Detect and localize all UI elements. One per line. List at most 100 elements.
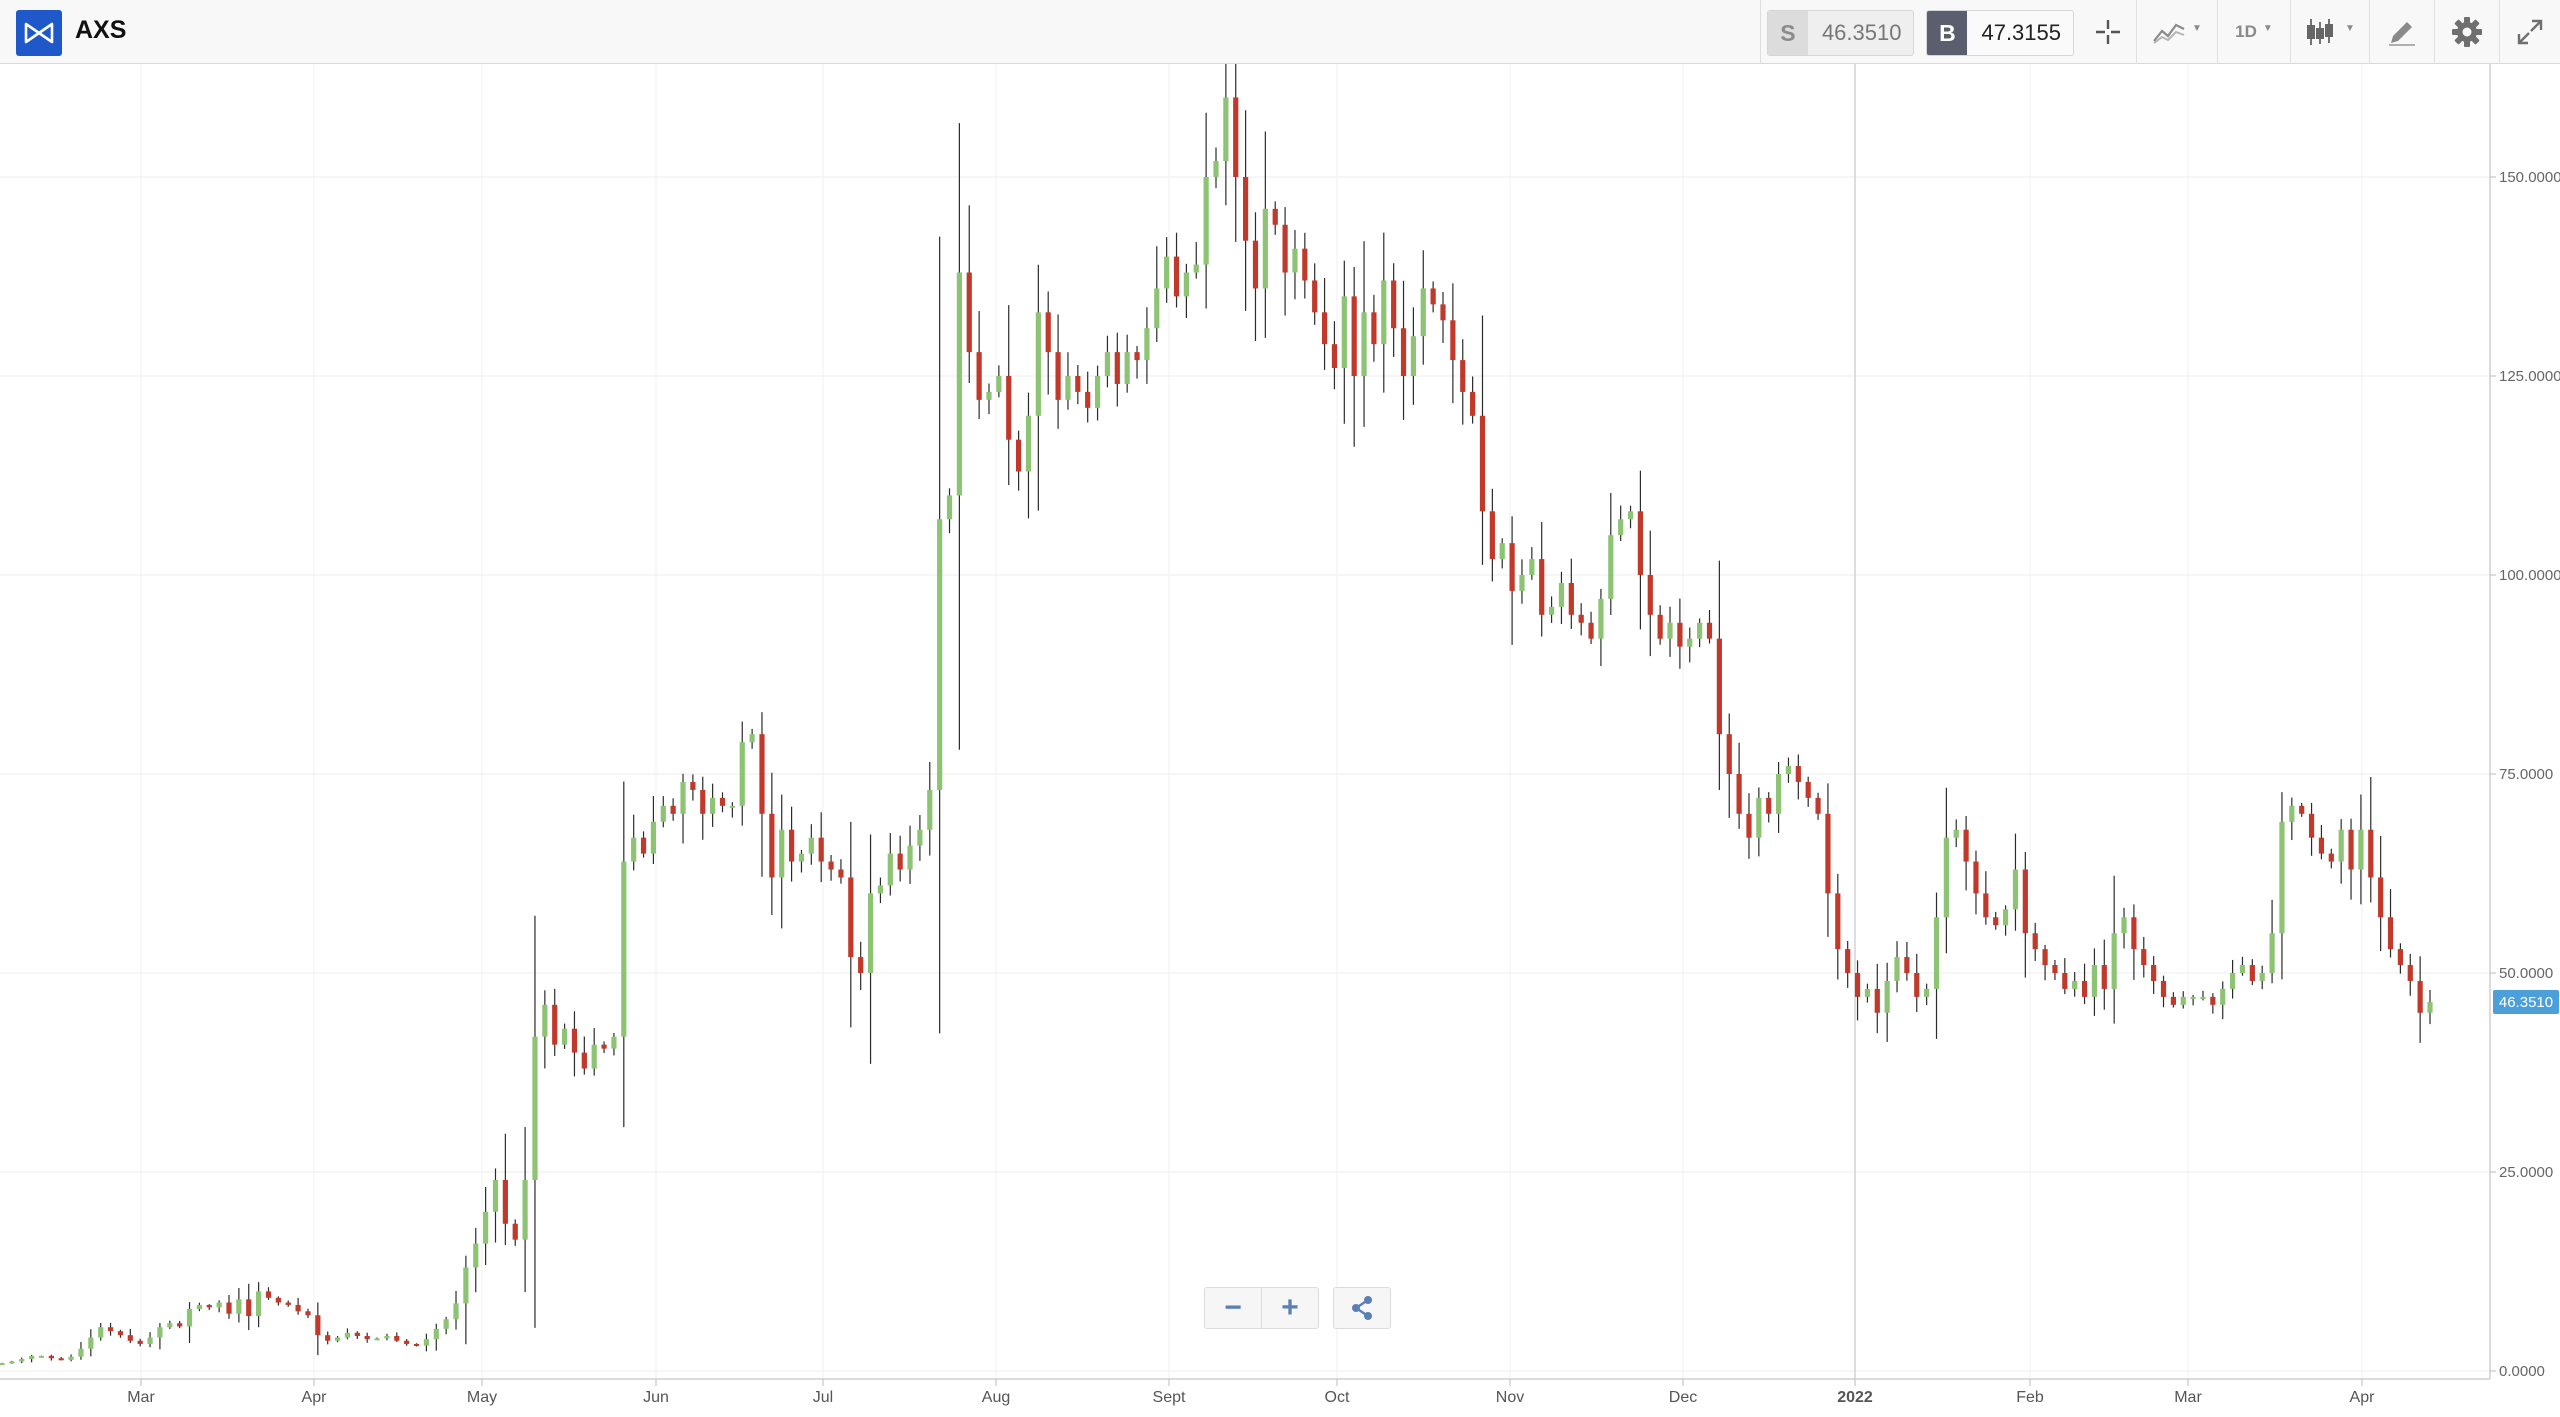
candle — [798, 849, 805, 873]
candle — [1953, 819, 1959, 848]
candle — [1716, 560, 1722, 790]
buy-label: B — [1927, 11, 1968, 55]
candle — [759, 712, 765, 877]
candle — [2091, 948, 2098, 1016]
share-button[interactable] — [1334, 1288, 1390, 1328]
candle — [1963, 815, 1969, 891]
candle — [1499, 538, 1505, 569]
candle — [2151, 956, 2157, 994]
y-tick-label: 25.0000 — [2499, 1164, 2553, 1181]
sell-button[interactable]: S 46.3510 — [1766, 10, 1915, 56]
buy-button[interactable]: B 47.3155 — [1926, 10, 2074, 56]
candle — [2338, 819, 2344, 884]
candle — [453, 1290, 459, 1330]
candle — [1144, 307, 1150, 384]
instrument-symbol: AXS — [75, 16, 127, 44]
candle — [1420, 250, 1426, 365]
candle — [1025, 392, 1032, 519]
candle — [1845, 940, 1851, 988]
candle — [1351, 267, 1357, 447]
x-tick-label: Sept — [1153, 1389, 1186, 1406]
settings-button[interactable] — [2435, 0, 2499, 64]
candle — [2348, 818, 2354, 900]
zoom-in-button[interactable]: + — [1261, 1288, 1318, 1328]
candle — [996, 365, 1002, 398]
price-chart[interactable]: 0.0000 25.0000 50.0000 75.0000 100.0000 125.0… — [0, 64, 2560, 1417]
timeframe-dropdown[interactable]: 1D ▼ — [2218, 0, 2290, 64]
candle — [1835, 873, 1841, 980]
candle — [2052, 959, 2058, 981]
candle — [2358, 794, 2364, 905]
candle — [1252, 212, 1259, 342]
candle — [186, 1302, 193, 1343]
fullscreen-button[interactable] — [2500, 0, 2560, 64]
candle — [788, 806, 795, 882]
crosshair-button[interactable] — [2080, 0, 2136, 64]
candle — [946, 488, 953, 534]
candle — [650, 795, 657, 865]
candle — [443, 1316, 449, 1335]
candle — [1746, 793, 1752, 859]
candle — [433, 1323, 439, 1351]
drawing-tools-button[interactable] — [2370, 0, 2434, 64]
candle — [107, 1322, 114, 1336]
candle — [1736, 742, 1742, 829]
candle — [265, 1287, 272, 1300]
candle — [1627, 505, 1634, 529]
candle — [1016, 430, 1022, 491]
candle — [937, 236, 943, 1034]
candle — [2170, 992, 2176, 1008]
candle — [68, 1354, 74, 1362]
zoom-out-button[interactable]: − — [1224, 1291, 1242, 1324]
x-tick-label: Feb — [2016, 1389, 2044, 1406]
candle — [2269, 899, 2275, 984]
share-icon — [1352, 1296, 1372, 1320]
candle — [29, 1354, 35, 1363]
candle — [1677, 598, 1683, 669]
candle — [206, 1304, 212, 1310]
candle — [404, 1339, 410, 1346]
candle — [1243, 110, 1249, 311]
candle — [216, 1300, 222, 1313]
candle — [739, 721, 745, 826]
price-tag-label: 46.3510 — [2499, 994, 2553, 1011]
candle — [808, 824, 814, 865]
zoom-controls: − + — [1204, 1287, 1391, 1329]
x-tick-label: Apr — [302, 1389, 328, 1406]
candle — [552, 988, 558, 1056]
candle — [1539, 521, 1545, 637]
candle — [157, 1323, 163, 1350]
candle — [463, 1255, 469, 1345]
candle — [1055, 314, 1061, 429]
y-tick-label: 125.0000 — [2499, 368, 2560, 385]
candle — [2299, 802, 2305, 817]
candle — [1973, 850, 1979, 915]
candle — [1203, 112, 1209, 309]
compare-chart-button[interactable]: ▼ — [2137, 0, 2217, 64]
candle — [887, 833, 893, 896]
candle — [907, 825, 913, 884]
candle — [867, 834, 874, 1064]
candle — [78, 1341, 84, 1360]
candle — [621, 781, 627, 1128]
candle — [1519, 559, 1525, 604]
candle — [1065, 352, 1071, 410]
candle — [1775, 762, 1782, 833]
candle — [2368, 776, 2374, 903]
price-axis: 0.0000 25.0000 50.0000 75.0000 100.0000 125.0… — [2489, 64, 2560, 1380]
candle — [19, 1357, 25, 1364]
candle — [1697, 618, 1703, 648]
candle — [1400, 280, 1407, 420]
y-tick-label: 50.0000 — [2499, 965, 2553, 982]
candle — [1321, 277, 1328, 370]
candle — [473, 1227, 479, 1293]
candle — [2249, 959, 2255, 986]
time-axis: Mar Apr May Jun Jul Aug Sept Oct Nov Dec 2022 Feb Ma… — [0, 1378, 2490, 1406]
candle — [512, 1219, 518, 1246]
candle — [670, 798, 676, 821]
y-tick-label: 100.0000 — [2499, 567, 2560, 584]
candle — [522, 1127, 528, 1293]
x-tick-label: Nov — [1496, 1389, 1524, 1406]
candle — [1430, 281, 1436, 313]
chart-type-dropdown[interactable]: ▼ — [2291, 0, 2369, 64]
